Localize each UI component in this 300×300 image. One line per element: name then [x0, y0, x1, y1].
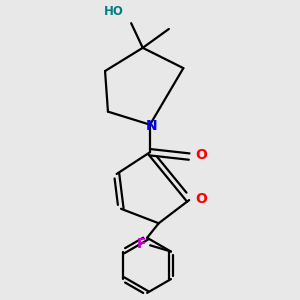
Text: F: F	[137, 237, 147, 251]
Text: N: N	[146, 119, 157, 133]
Text: HO: HO	[104, 5, 124, 18]
Text: O: O	[196, 148, 207, 162]
Text: O: O	[195, 192, 207, 206]
